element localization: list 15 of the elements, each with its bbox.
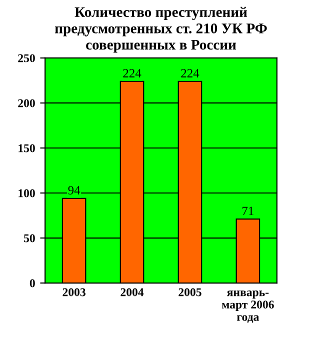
- y-tick-label: 50: [24, 234, 35, 242]
- x-tick-label: январь- март 2006 года: [222, 290, 274, 323]
- y-tick-label: 200: [18, 99, 35, 108]
- x-tick-label: 2003: [62, 288, 86, 296]
- y-tick-label: 0: [30, 279, 35, 288]
- chart-title: Количество преступлений предусмотренных ст. 210 УК РФ совершенных в России: [54, 6, 267, 53]
- data-label: 71: [242, 206, 254, 216]
- x-tick-label: 2005: [178, 288, 202, 296]
- y-tick-label: 150: [18, 144, 35, 152]
- y-tick-label: 100: [18, 189, 35, 198]
- data-label: 224: [123, 69, 142, 78]
- x-tick-label: 2004: [120, 288, 144, 296]
- data-label: 94: [68, 186, 80, 194]
- y-tick-label: 250: [18, 54, 35, 62]
- data-label: 224: [181, 69, 200, 78]
